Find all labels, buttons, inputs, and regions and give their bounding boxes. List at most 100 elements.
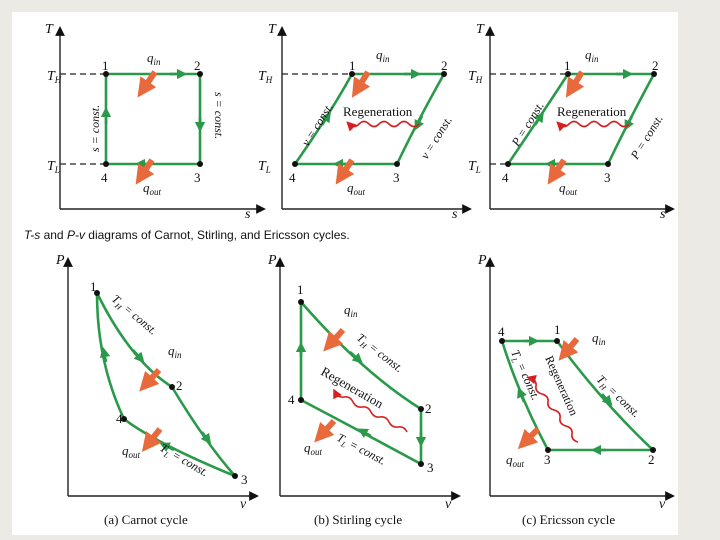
regeneration-wave xyxy=(333,388,408,433)
regeneration-label: Regeneration xyxy=(319,364,387,412)
direction-arrow xyxy=(349,351,363,364)
axis-label-p: P xyxy=(477,253,487,268)
state-label-3: 3 xyxy=(544,452,551,467)
pv-stirling: P v 1 2 3 4 TH = const. TL = const. Rege… xyxy=(267,253,461,527)
tl-label: TL xyxy=(258,159,271,175)
axis-label-v: v xyxy=(445,497,452,512)
state-label-3: 3 xyxy=(241,472,248,487)
state-label-3: 3 xyxy=(194,170,201,185)
state-label-1: 1 xyxy=(102,58,109,73)
axis-label-v: v xyxy=(659,497,666,512)
state-label-4: 4 xyxy=(116,411,123,426)
state-label-2: 2 xyxy=(425,401,432,416)
caption-ts: T-s xyxy=(24,228,41,242)
state-point xyxy=(545,447,551,453)
qout-arrow xyxy=(335,158,355,185)
figure-caption: T-s and P-v diagrams of Carnot, Stirling… xyxy=(20,227,354,243)
qin-arrow xyxy=(351,70,371,98)
qin-arrow xyxy=(565,70,585,98)
state-label-1: 1 xyxy=(564,58,571,73)
v-const-label: v = const. xyxy=(299,101,336,149)
ts-stirling: T s TH TL 1 2 3 4 v = const. v = const. … xyxy=(258,22,472,222)
process-4-1 xyxy=(95,292,126,420)
caption-rest: diagrams of Carnot, Stirling, and Ericss… xyxy=(84,228,350,242)
state-point xyxy=(418,406,424,412)
state-point xyxy=(197,161,203,167)
qin-arrow xyxy=(139,367,162,392)
qout-label: qout xyxy=(122,443,141,460)
regeneration-label: Regeneration xyxy=(343,104,413,119)
state-point xyxy=(349,71,355,77)
state-point xyxy=(565,71,571,77)
state-label-3: 3 xyxy=(393,170,400,185)
state-label-2: 2 xyxy=(648,452,655,467)
direction-arrow xyxy=(320,111,331,126)
qout-arrow xyxy=(314,418,337,443)
qout-arrow xyxy=(141,427,163,453)
qout-arrow xyxy=(517,426,541,450)
state-point xyxy=(298,397,304,403)
regeneration-wave xyxy=(556,120,630,132)
p-const-label: P = const. xyxy=(508,99,547,149)
qin-arrow xyxy=(558,337,580,361)
direction-arrow xyxy=(601,393,613,406)
state-point xyxy=(169,384,175,390)
axis-label-t: T xyxy=(45,22,54,37)
state-label-1: 1 xyxy=(297,282,304,297)
state-point xyxy=(418,461,424,467)
s-const-label: s = const. xyxy=(88,105,102,152)
axis-label-v: v xyxy=(240,497,247,512)
state-point xyxy=(650,447,656,453)
figure-sheet: T s TH TL 1 2 3 4 s = const. s = const. … xyxy=(12,12,678,535)
ts-carnot: T s TH TL 1 2 3 4 s = const. s = const. … xyxy=(45,22,266,222)
state-label-1: 1 xyxy=(90,279,97,294)
state-point xyxy=(103,161,109,167)
caption-and: and xyxy=(40,228,67,242)
axis-label-s: s xyxy=(245,207,251,222)
pv-ericsson: P v 1 2 3 4 TH = const. TL = const. Rege… xyxy=(477,253,675,527)
process-3-4 xyxy=(123,417,236,478)
state-label-2: 2 xyxy=(194,58,201,73)
state-label-4: 4 xyxy=(101,170,108,185)
state-label-1: 1 xyxy=(554,322,561,337)
regeneration-wave xyxy=(526,374,579,443)
state-label-4: 4 xyxy=(288,392,295,407)
state-label-3: 3 xyxy=(604,170,611,185)
qout-label: qout xyxy=(304,440,323,457)
direction-arrow xyxy=(533,111,544,126)
state-label-4: 4 xyxy=(289,170,296,185)
direction-arrow xyxy=(200,431,212,445)
state-point xyxy=(298,299,304,305)
state-label-4: 4 xyxy=(498,324,505,339)
qin-label: qin xyxy=(592,330,606,347)
caption-pv: P-v xyxy=(66,228,85,242)
state-point xyxy=(554,338,560,344)
process-1-2 xyxy=(95,292,173,389)
direction-arrow xyxy=(517,387,527,403)
axis-label-p: P xyxy=(267,253,277,268)
qout-label: qout xyxy=(347,180,366,197)
axis-label-p: P xyxy=(55,253,65,268)
th-const-label: TH = const. xyxy=(108,292,160,340)
state-label-1: 1 xyxy=(349,58,356,73)
qin-label: qin xyxy=(376,47,390,64)
axis-label-s: s xyxy=(660,207,666,222)
state-point xyxy=(232,473,238,479)
cycle-caption-c: (c) Ericsson cycle xyxy=(522,512,615,527)
state-point xyxy=(499,338,505,344)
th-label: TH xyxy=(468,69,483,85)
state-point xyxy=(605,161,611,167)
direction-arrow xyxy=(159,442,175,452)
state-point xyxy=(121,416,127,422)
state-point xyxy=(441,71,447,77)
qout-label: qout xyxy=(559,180,578,197)
state-point xyxy=(103,71,109,77)
th-label: TH xyxy=(258,69,273,85)
axis-label-t: T xyxy=(268,22,277,37)
state-label-2: 2 xyxy=(176,378,183,393)
tl-label: TL xyxy=(468,159,481,175)
state-point xyxy=(197,71,203,77)
state-label-2: 2 xyxy=(652,58,659,73)
tl-label: TL xyxy=(47,159,60,175)
qout-label: qout xyxy=(506,452,525,469)
